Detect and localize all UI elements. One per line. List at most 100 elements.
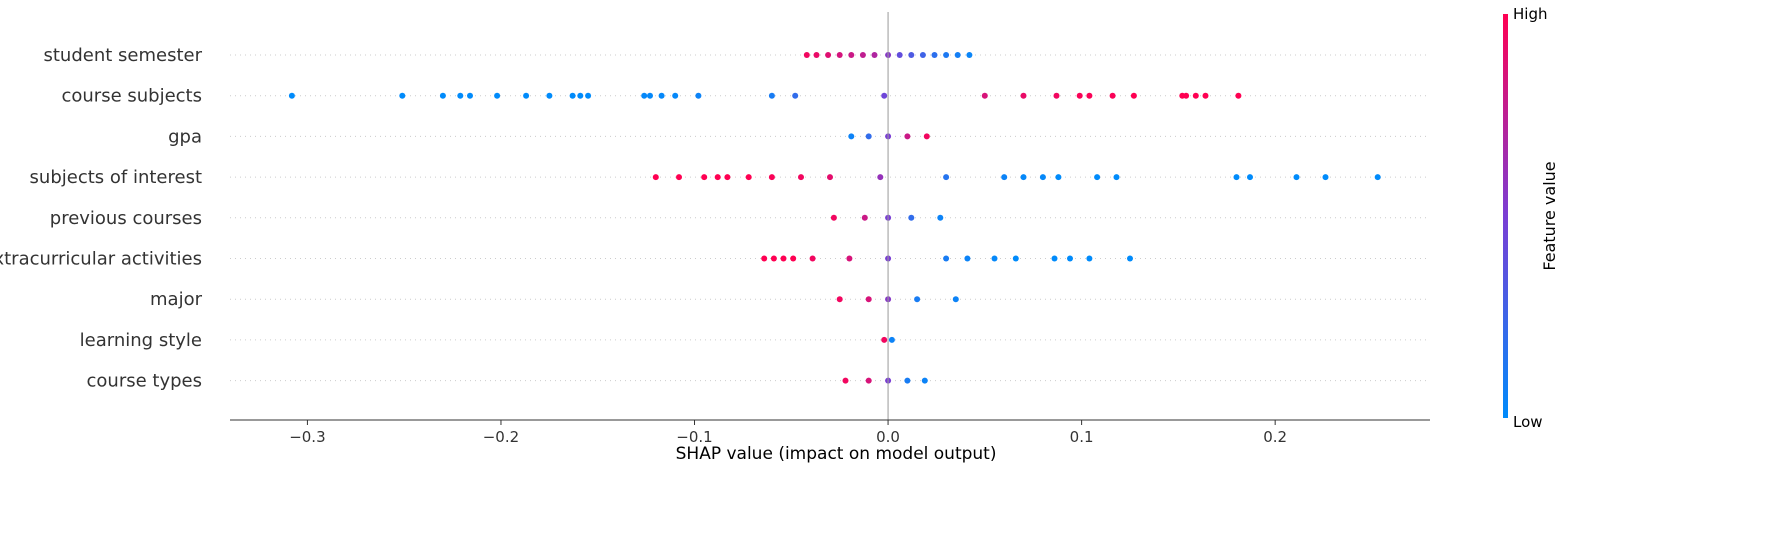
shap-point bbox=[780, 255, 787, 262]
shap-point bbox=[1109, 92, 1116, 99]
shap-point bbox=[943, 52, 950, 58]
shap-point bbox=[877, 174, 884, 181]
shap-point bbox=[943, 174, 950, 181]
feature-row: gpa bbox=[168, 126, 1430, 147]
shap-point bbox=[904, 377, 911, 384]
shap-point bbox=[1053, 92, 1060, 99]
shap-point bbox=[1183, 92, 1190, 99]
shap-point bbox=[768, 92, 775, 99]
shap-point bbox=[569, 92, 576, 99]
feature-label: subjects of interest bbox=[30, 167, 202, 188]
shap-point bbox=[695, 92, 702, 99]
x-tick-label: 0.0 bbox=[876, 428, 900, 446]
shap-point bbox=[803, 52, 810, 58]
shap-point bbox=[923, 133, 930, 140]
shap-point bbox=[881, 336, 888, 343]
feature-rows: student semester course subjects gpa subjec… bbox=[0, 45, 1430, 392]
shap-point bbox=[1020, 174, 1027, 181]
shap-point bbox=[577, 92, 584, 99]
shap-point bbox=[1020, 92, 1027, 99]
shap-point bbox=[714, 174, 721, 181]
x-tick-label: −0.1 bbox=[676, 428, 712, 446]
shap-point bbox=[399, 92, 406, 99]
x-tick-label: −0.2 bbox=[483, 428, 519, 446]
x-axis-title: SHAP value (impact on model output) bbox=[676, 444, 997, 464]
shap-point bbox=[798, 174, 804, 181]
feature-label: previous courses bbox=[50, 208, 202, 229]
shap-point bbox=[676, 174, 682, 181]
shap-point bbox=[1076, 92, 1083, 99]
shap-point bbox=[943, 255, 950, 262]
shap-point bbox=[647, 92, 653, 99]
shap-point bbox=[954, 52, 961, 58]
shap-point bbox=[904, 133, 911, 140]
shap-point bbox=[919, 52, 926, 58]
shap-point bbox=[439, 92, 446, 99]
shap-point bbox=[546, 92, 553, 99]
shap-point bbox=[761, 255, 768, 262]
shap-point bbox=[981, 92, 988, 99]
shap-point bbox=[1012, 255, 1019, 262]
x-axis: −0.3 −0.2 −0.1 0.0 0.1 0.2 SHAP value (impact… bbox=[230, 419, 1430, 464]
colorbar-high-label: High bbox=[1513, 5, 1547, 23]
shap-point bbox=[745, 174, 752, 181]
feature-label: extracurricular activities bbox=[0, 249, 202, 270]
shap-point bbox=[658, 92, 665, 99]
shap-point bbox=[1202, 92, 1209, 99]
shap-point bbox=[888, 336, 895, 343]
shap-point bbox=[457, 92, 464, 99]
shap-point bbox=[859, 52, 866, 58]
shap-point bbox=[790, 255, 797, 262]
feature-label: course types bbox=[87, 371, 202, 392]
colorbar-gradient bbox=[1503, 14, 1508, 418]
shap-point bbox=[865, 377, 872, 384]
shap-point bbox=[1086, 255, 1093, 262]
shap-point bbox=[836, 52, 843, 58]
colorbar: High Low Feature value bbox=[1503, 5, 1559, 431]
shap-point bbox=[896, 52, 903, 58]
feature-row: student semester bbox=[43, 45, 1430, 66]
shap-point bbox=[1113, 174, 1120, 181]
shap-point bbox=[825, 52, 832, 58]
feature-row: course subjects bbox=[61, 86, 1430, 107]
x-tick-label: 0.2 bbox=[1263, 428, 1287, 446]
shap-point bbox=[842, 377, 849, 384]
shap-point bbox=[1094, 174, 1101, 181]
colorbar-title: Feature value bbox=[1540, 161, 1559, 270]
feature-label: gpa bbox=[168, 126, 202, 147]
shap-point bbox=[1055, 174, 1062, 181]
shap-point bbox=[1192, 92, 1199, 99]
feature-label: course subjects bbox=[61, 86, 202, 107]
feature-row: subjects of interest bbox=[30, 167, 1430, 188]
shap-point bbox=[1322, 174, 1329, 181]
shap-point bbox=[1293, 174, 1300, 181]
feature-row: course types bbox=[87, 371, 1430, 392]
shap-point bbox=[881, 92, 888, 99]
shap-point bbox=[921, 377, 928, 384]
shap-point bbox=[827, 174, 833, 181]
shap-point bbox=[865, 133, 872, 140]
x-tick-label: 0.1 bbox=[1070, 428, 1094, 446]
shap-point bbox=[836, 296, 843, 303]
shap-point bbox=[494, 92, 501, 99]
shap-point bbox=[792, 92, 799, 99]
feature-label: student semester bbox=[43, 45, 202, 66]
shap-point bbox=[1001, 174, 1008, 181]
shap-point bbox=[871, 52, 878, 58]
feature-row: major bbox=[150, 289, 1430, 310]
shap-point bbox=[652, 174, 659, 181]
shap-point bbox=[288, 92, 295, 99]
shap-point bbox=[1235, 92, 1242, 99]
shap-point bbox=[585, 92, 592, 99]
shap-point bbox=[914, 296, 921, 303]
x-ticks: −0.3 −0.2 −0.1 0.0 0.1 0.2 bbox=[289, 420, 1287, 446]
shap-point bbox=[770, 255, 777, 262]
shap-point bbox=[952, 296, 959, 303]
colorbar-low-label: Low bbox=[1513, 413, 1543, 431]
shap-point bbox=[964, 255, 971, 262]
shap-point bbox=[672, 92, 679, 99]
shap-point bbox=[641, 92, 648, 99]
shap-point bbox=[1233, 174, 1240, 181]
shap-point bbox=[931, 52, 938, 58]
shap-point bbox=[848, 133, 855, 140]
